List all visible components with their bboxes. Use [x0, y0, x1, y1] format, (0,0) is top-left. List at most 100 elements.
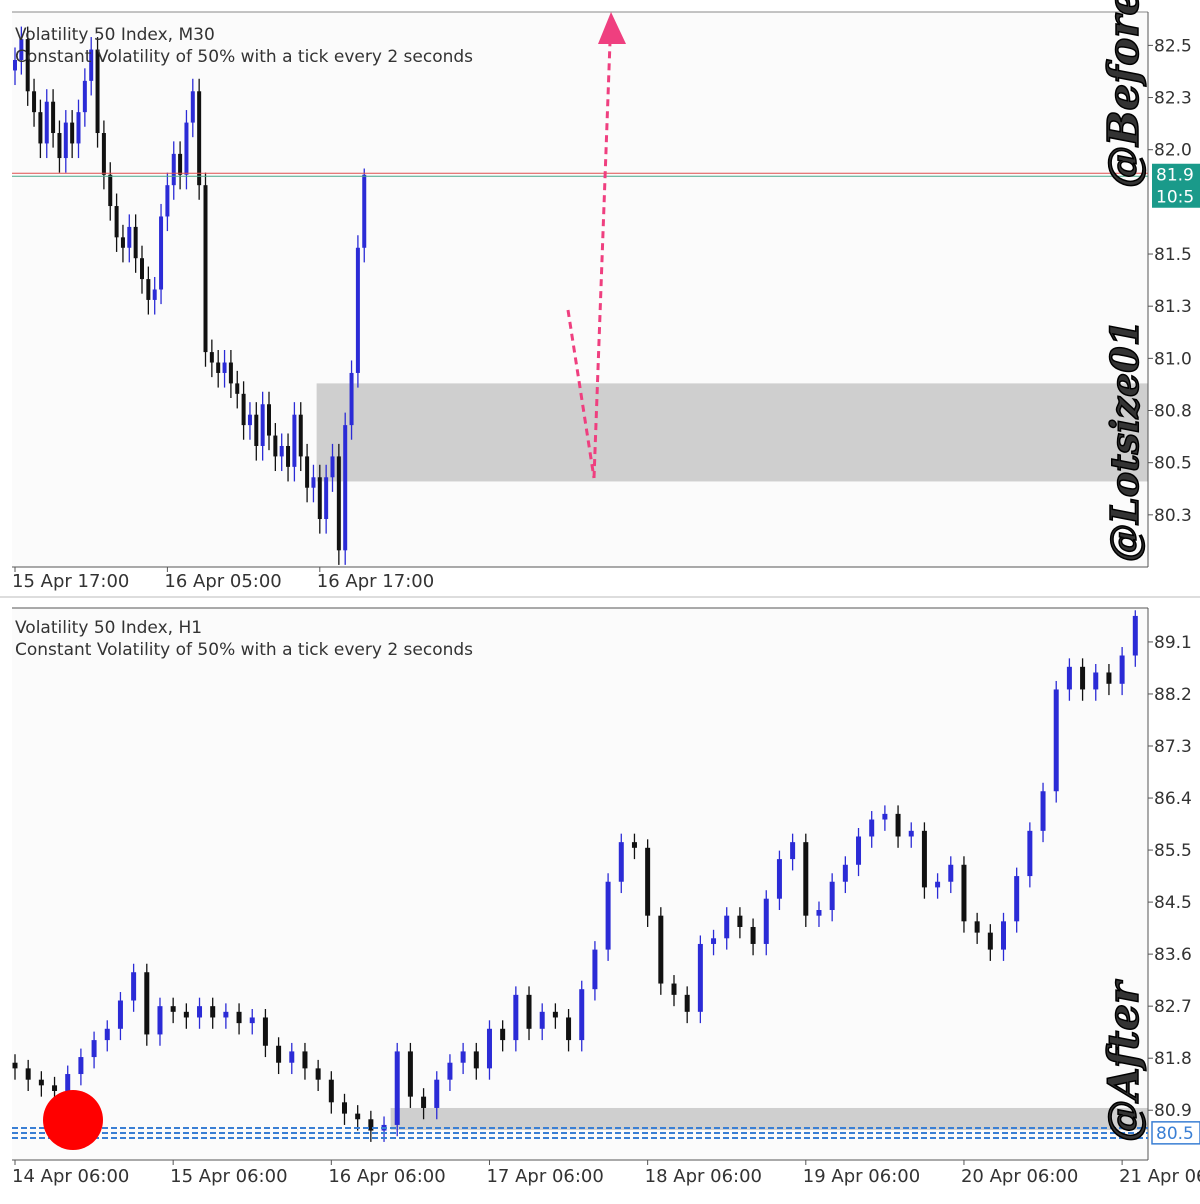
price-label: 81.9: [1156, 166, 1194, 186]
candle-body: [289, 1051, 295, 1063]
annotation: @Before: [1099, 0, 1148, 188]
candle-body: [222, 362, 227, 373]
candle-body: [210, 1006, 216, 1018]
candle-body: [1119, 655, 1125, 684]
candle-body: [763, 898, 769, 944]
y-tick-label: 87.3: [1154, 737, 1192, 757]
arrow: [566, 41, 612, 479]
candle-body: [25, 1068, 31, 1080]
candle-body: [1093, 672, 1099, 690]
candle-body: [12, 1062, 18, 1069]
price-label: 80.5: [1156, 1124, 1194, 1144]
candle-body: [355, 247, 360, 373]
candle-body: [159, 216, 164, 290]
chart-bottom: 89.1 88.2 87.3 86.4 85.5 84.5 83.6 82.7 81.8 80.9…: [12, 610, 1200, 1187]
candle-body: [89, 49, 94, 81]
x-tick-label: 16 Apr 06:00: [328, 1166, 445, 1187]
y-tick-label: 84.5: [1154, 893, 1192, 913]
candle-body: [1132, 615, 1138, 656]
candle-body: [25, 39, 30, 92]
candle-body: [1066, 666, 1072, 690]
candle-body: [51, 101, 56, 134]
candle-body: [579, 989, 585, 1041]
candle-body: [566, 1017, 572, 1041]
x-tick-label: 15 Apr 17:00: [12, 571, 129, 592]
candle-body: [368, 1119, 374, 1131]
candle-body: [856, 836, 862, 865]
annotation: @After: [1099, 979, 1148, 1142]
candle-body: [104, 1028, 110, 1041]
chart-top: 82.5 82.3 82.0 81.5 81.3 81.0 80.8 80.5 80.3 15 A…: [12, 25, 1200, 592]
candle-body: [671, 983, 677, 995]
y-tick-label: 85.5: [1154, 841, 1192, 861]
y-tick-label: 86.4: [1154, 789, 1192, 809]
zone: [316, 383, 1148, 482]
candle-body: [513, 994, 519, 1041]
candle-body: [32, 91, 37, 113]
candle-body: [776, 859, 782, 899]
candle-body: [203, 185, 208, 353]
candle-body: [171, 153, 176, 186]
candle-body: [935, 881, 941, 888]
candle-body: [170, 1006, 176, 1012]
candle-body: [605, 881, 611, 950]
candle-body: [315, 1068, 321, 1080]
plot-area: [12, 608, 1148, 1160]
candle-body: [249, 1017, 255, 1024]
candle-body: [324, 477, 329, 520]
order-lines: [12, 1127, 1148, 1139]
candle-body: [1014, 876, 1020, 922]
candle-body: [197, 1006, 203, 1018]
candle-body: [38, 1079, 44, 1086]
candle-body: [447, 1062, 453, 1080]
candle-body: [235, 383, 240, 394]
candle-body: [305, 456, 310, 488]
arrow-line: [592, 41, 612, 479]
zone: [390, 1107, 1148, 1131]
candle-body: [82, 80, 87, 113]
candle-body: [961, 864, 967, 922]
candle-body: [842, 864, 848, 882]
candle-body: [987, 932, 993, 950]
candle-body: [342, 1102, 347, 1114]
candle-body: [895, 813, 901, 837]
candle-body: [460, 1051, 466, 1063]
candle-body: [1106, 672, 1112, 684]
y-tick-label: 83.6: [1154, 945, 1192, 965]
y-tick-label: 82.7: [1154, 997, 1192, 1017]
candle-body: [101, 133, 106, 175]
y-tick-label: 82.3: [1154, 89, 1192, 109]
candle-body: [183, 1011, 189, 1018]
candle-body: [330, 456, 335, 478]
candle-body: [724, 915, 730, 939]
candle-body: [974, 921, 980, 933]
candle-body: [921, 830, 927, 888]
y-tick-label: 80.8: [1154, 402, 1192, 422]
candle-body: [13, 59, 17, 71]
candle-body: [91, 1040, 97, 1058]
candle-body: [1053, 689, 1059, 792]
chart-title: Volatility 50 Index, H1: [15, 618, 202, 638]
candle-body: [146, 279, 151, 300]
candle-body: [236, 1011, 242, 1024]
plot-area: [12, 12, 1148, 567]
candle-body: [228, 362, 233, 384]
candle-body: [241, 393, 246, 426]
candle-body: [618, 842, 624, 882]
candle-body: [197, 91, 202, 186]
chart-subtitle: Constant Volatility of 50% with a tick e…: [15, 640, 473, 660]
candle-body: [750, 926, 756, 944]
candle-body: [1027, 830, 1033, 877]
y-tick-label: 81.3: [1154, 297, 1192, 317]
candle-body: [1080, 666, 1086, 690]
y-tick-label: 80.5: [1154, 454, 1192, 474]
candle-body: [552, 1011, 558, 1018]
candle-body: [473, 1051, 479, 1069]
candle-body: [349, 372, 354, 426]
candle-body: [407, 1051, 413, 1097]
candle-body: [165, 185, 170, 217]
y-tick-label: 89.1: [1154, 633, 1192, 653]
candle-body: [279, 445, 284, 457]
arrow-line: [566, 309, 596, 479]
